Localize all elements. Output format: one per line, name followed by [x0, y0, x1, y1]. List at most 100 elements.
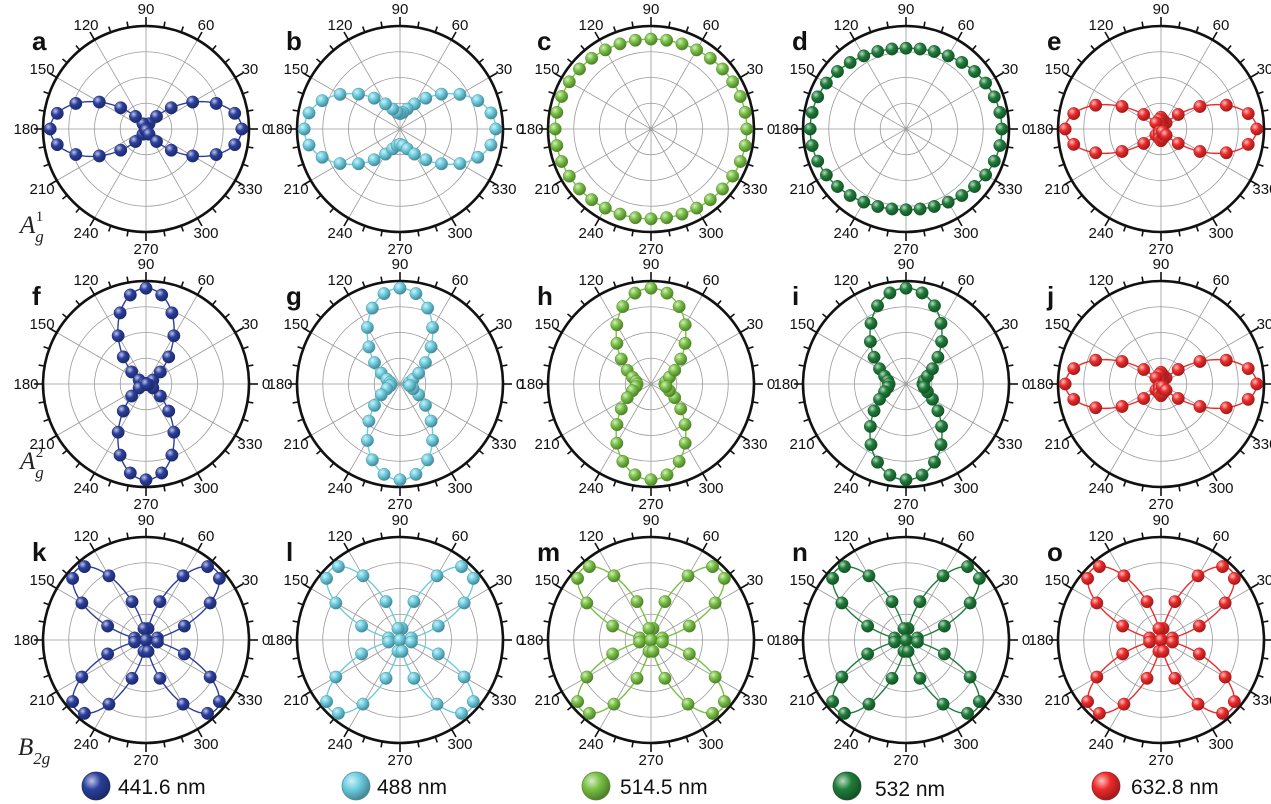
data-point-k-110	[125, 595, 139, 609]
data-point-h-50	[678, 336, 692, 350]
angle-tick	[798, 146, 805, 149]
angle-label-210: 210	[284, 181, 309, 198]
angle-label-150: 150	[535, 572, 560, 589]
angle-tick	[1262, 657, 1269, 660]
angle-label-150: 150	[1045, 316, 1070, 333]
data-point-a-140	[114, 101, 128, 115]
angle-tick	[1104, 31, 1111, 41]
data-point-n-210	[835, 670, 849, 684]
data-point-m-110	[630, 595, 644, 609]
data-point-n-300	[936, 697, 950, 711]
angle-tick	[89, 728, 96, 738]
data-point-o-110	[1140, 595, 1154, 609]
angle-tick	[1063, 583, 1073, 590]
data-point-o-150	[1090, 596, 1104, 610]
angle-tick	[107, 736, 112, 743]
data-point-d-30	[979, 76, 993, 90]
angle-tick	[668, 485, 671, 492]
angle-label-330: 330	[997, 692, 1022, 709]
angle-tick	[1076, 449, 1083, 455]
polar-panel-g: 0 30 60 90 120 150 180 210 240 270 300 330 g	[267, 256, 524, 513]
data-point-i-230	[863, 419, 877, 433]
angle-tick	[315, 313, 322, 319]
data-point-g-350	[403, 379, 417, 393]
data-point-k-220	[66, 695, 80, 709]
angle-label-90: 90	[138, 1, 155, 18]
angle-tick	[747, 601, 754, 606]
panel-letter-b: b	[286, 26, 302, 56]
angle-tick	[75, 299, 81, 306]
angle-label-120: 120	[73, 17, 98, 34]
angle-tick	[1226, 555, 1232, 562]
angle-tick	[739, 583, 749, 590]
grid-spoke	[650, 639, 741, 692]
angle-label-60: 60	[1213, 528, 1230, 545]
panel-letter-g: g	[286, 281, 302, 311]
data-point-d-150	[819, 76, 833, 90]
data-point-f-120	[111, 329, 125, 343]
angle-label-90: 90	[898, 512, 915, 529]
data-point-g-230	[362, 414, 376, 428]
angle-tick	[38, 657, 45, 660]
angle-tick	[38, 401, 45, 404]
angle-tick	[701, 217, 708, 227]
angle-tick	[315, 58, 322, 64]
data-point-f-140	[125, 365, 139, 379]
angle-tick	[923, 21, 926, 28]
angle-tick	[747, 345, 754, 350]
data-point-f-60	[167, 329, 181, 343]
angle-tick	[48, 72, 58, 79]
data-point-l-70	[407, 595, 421, 609]
angle-tick	[548, 163, 555, 168]
angle-label-240: 240	[833, 480, 858, 497]
angle-tick	[1104, 217, 1111, 227]
data-point-f-290	[165, 448, 179, 462]
angle-tick	[501, 364, 508, 367]
angle-label-240: 240	[578, 480, 603, 497]
data-point-d-10	[993, 106, 1007, 119]
angle-tick	[1053, 146, 1060, 149]
data-point-c-250	[613, 207, 627, 221]
angle-label-60: 60	[958, 528, 975, 545]
angle-tick	[566, 58, 573, 64]
data-point-k-20	[177, 619, 191, 633]
angle-label-150: 150	[790, 572, 815, 589]
data-point-d-330	[979, 168, 993, 182]
data-point-e-10	[1241, 107, 1255, 121]
polar-panel-b: 0 30 60 90 120 150 180 210 240 270 300 330 b	[267, 1, 524, 258]
angle-tick	[1178, 21, 1181, 28]
data-point-c-20	[733, 90, 747, 103]
angle-label-0: 0	[1022, 376, 1030, 393]
data-point-i-50	[935, 335, 949, 349]
angle-tick	[984, 449, 991, 455]
angle-tick	[849, 728, 856, 738]
angle-tick	[343, 472, 350, 482]
angle-tick	[380, 230, 383, 237]
panel-letter-a: a	[32, 26, 47, 56]
angle-tick	[808, 583, 818, 590]
data-point-c-60	[690, 43, 704, 57]
angle-tick	[43, 345, 50, 350]
angle-tick	[126, 21, 129, 28]
data-point-l-230	[331, 706, 345, 720]
angle-tick	[329, 207, 335, 214]
data-point-d-110	[871, 45, 885, 58]
row-label-ag1: Ag1	[18, 209, 44, 246]
data-point-g-290	[421, 453, 435, 467]
angle-label-300: 300	[1208, 480, 1233, 497]
angle-tick	[923, 276, 926, 283]
data-point-l-160	[355, 619, 369, 633]
angle-tick	[747, 90, 754, 95]
panel-letter-o: o	[1047, 537, 1063, 567]
data-point-m-130	[582, 560, 596, 574]
wavelength-legend: 441.6 nm 488 nm 514.5 nm 532 nm 632.8 nm	[81, 771, 1219, 801]
angle-tick	[48, 327, 58, 334]
data-point-i-90	[899, 281, 913, 295]
data-point-g-210	[374, 388, 388, 402]
angle-tick	[292, 109, 299, 112]
grid-spoke	[905, 639, 996, 692]
angle-tick	[297, 163, 304, 168]
data-point-i-30	[926, 362, 939, 376]
angle-tick	[43, 601, 50, 606]
angle-tick	[234, 690, 244, 697]
